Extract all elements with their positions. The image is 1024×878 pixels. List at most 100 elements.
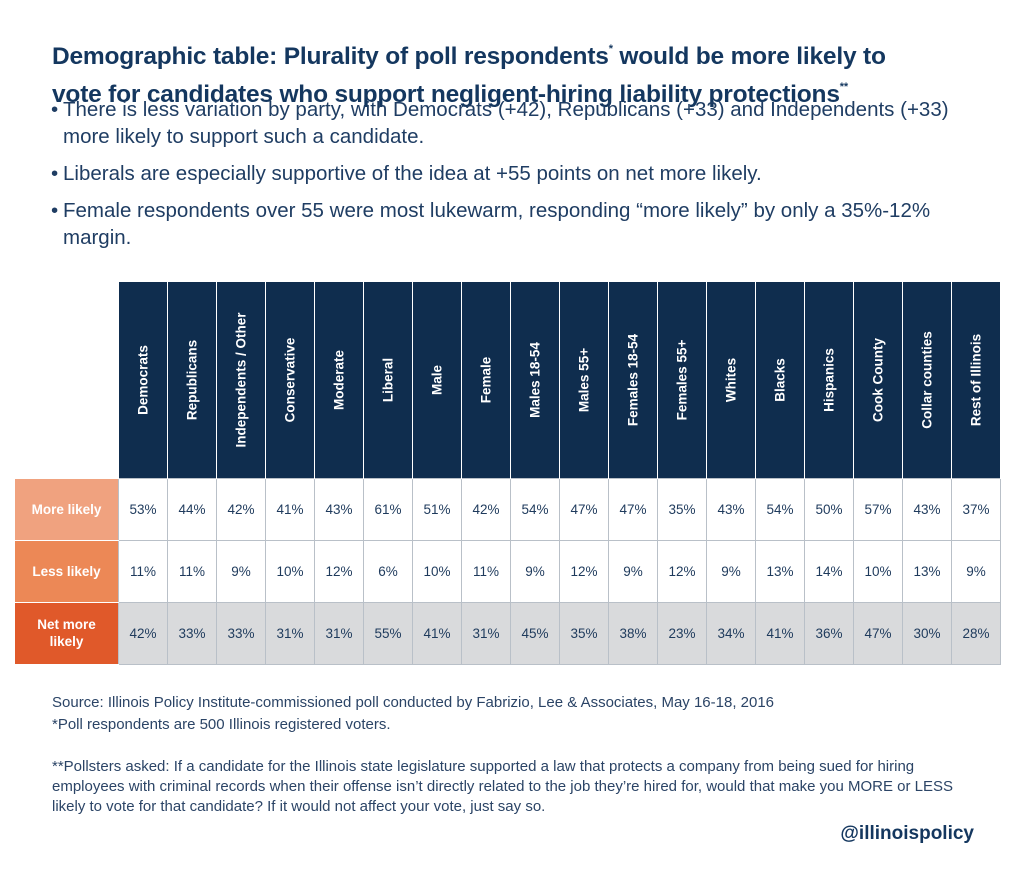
demographic-table: Democrats Republicans Independents / Other…: [15, 282, 1001, 665]
table-cell: 9%: [608, 539, 658, 603]
row-label: Net more likely: [15, 602, 119, 665]
title-footnote-marker-2: **: [839, 81, 848, 93]
table-cell: 53%: [118, 478, 168, 541]
table-cell: 38%: [608, 601, 658, 665]
column-header: Independents / Other: [216, 282, 266, 479]
column-header: Males 55+: [559, 282, 609, 479]
table-cell: 41%: [265, 478, 315, 541]
table-cell: 9%: [216, 539, 266, 603]
row-more-likely: More likely 53% 44% 42% 41% 43% 61% 51% 42% 54% 47…: [15, 478, 1001, 541]
table-cell: 11%: [461, 539, 511, 603]
table-cell: 9%: [706, 539, 756, 603]
table-cell: 31%: [314, 601, 364, 665]
table-cell: 43%: [314, 478, 364, 541]
table-cell: 57%: [853, 478, 903, 541]
column-header-label: Moderate: [331, 349, 347, 411]
table-cell: 54%: [755, 478, 805, 541]
summary-bullets: There is less variation by party, with D…: [51, 96, 982, 261]
bullet-liberals: Liberals are especially supportive of th…: [51, 160, 982, 187]
source-text: Source: Illinois Policy Institute-commis…: [52, 694, 775, 711]
column-header-label: Blacks: [772, 358, 788, 402]
column-header: Females 55+: [657, 282, 707, 479]
column-header: Female: [461, 282, 511, 479]
column-header-row: Democrats Republicans Independents / Other…: [15, 282, 1001, 479]
table-cell: 36%: [804, 601, 854, 665]
column-header-label: Cook County: [870, 338, 886, 422]
footnote-respondents: *Poll respondents are 500 Illinois regis…: [52, 716, 391, 733]
column-header: Collar counties: [902, 282, 952, 479]
table-cell: 43%: [902, 478, 952, 541]
column-header-label: Male: [429, 364, 445, 396]
column-header: Hispanics: [804, 282, 854, 479]
table-cell: 35%: [657, 478, 707, 541]
table-cell: 37%: [951, 478, 1001, 541]
column-header: Rest of Illinois: [951, 282, 1001, 479]
table-cell: 12%: [559, 539, 609, 603]
table-cell: 54%: [510, 478, 560, 541]
row-label: Less likely: [15, 540, 119, 603]
table-cell: 31%: [461, 601, 511, 665]
table-cell: 35%: [559, 601, 609, 665]
column-header-label: Independents / Other: [233, 312, 249, 448]
table-cell: 10%: [265, 539, 315, 603]
column-header: Republicans: [167, 282, 217, 479]
column-header-label: Rest of Illinois: [968, 333, 984, 427]
column-header: Females 18-54: [608, 282, 658, 479]
title-line-1-tail: would be more likely to: [612, 43, 886, 70]
table-cell: 30%: [902, 601, 952, 665]
column-header-label: Conservative: [282, 337, 298, 423]
column-header-label: Males 18-54: [527, 342, 543, 418]
column-header: Democrats: [118, 282, 168, 479]
table-cell: 33%: [216, 601, 266, 665]
column-header: Moderate: [314, 282, 364, 479]
row-net-more-likely: Net more likely 42% 33% 33% 31% 31% 55% 41% 31% 45…: [15, 601, 1001, 665]
table-cell: 10%: [412, 539, 462, 603]
table-cell: 13%: [755, 539, 805, 603]
table-cell: 11%: [118, 539, 168, 603]
footnote-question: **Pollsters asked: If a candidate for th…: [52, 758, 953, 815]
column-header: Males 18-54: [510, 282, 560, 479]
table-cell: 10%: [853, 539, 903, 603]
table-cell: 31%: [265, 601, 315, 665]
table-cell: 34%: [706, 601, 756, 665]
table-cell: 23%: [657, 601, 707, 665]
bullet-party: There is less variation by party, with D…: [51, 96, 982, 150]
table-cell: 14%: [804, 539, 854, 603]
bullet-female-55: Female respondents over 55 were most luk…: [51, 197, 982, 251]
table-cell: 47%: [608, 478, 658, 541]
title-footnote-marker: *: [608, 43, 613, 55]
row-less-likely: Less likely 11% 11% 9% 10% 12% 6% 10% 11% 9% 12% 9%…: [15, 539, 1001, 603]
table-cell: 41%: [755, 601, 805, 665]
table-cell: 47%: [559, 478, 609, 541]
column-header-label: Democrats: [135, 345, 151, 415]
source-block: Source: Illinois Policy Institute-commis…: [52, 692, 774, 736]
table-corner: [15, 282, 119, 479]
table-cell: 55%: [363, 601, 413, 665]
column-header-label: Females 55+: [674, 339, 690, 421]
table-cell: 51%: [412, 478, 462, 541]
column-header: Conservative: [265, 282, 315, 479]
title-line-1: Demographic table: Plurality of poll res…: [52, 43, 609, 70]
table-cell: 42%: [216, 478, 266, 541]
table-cell: 43%: [706, 478, 756, 541]
table-cell: 45%: [510, 601, 560, 665]
column-header: Liberal: [363, 282, 413, 479]
table-cell: 6%: [363, 539, 413, 603]
table-cell: 33%: [167, 601, 217, 665]
column-header: Blacks: [755, 282, 805, 479]
social-handle: @illinoispolicy: [840, 823, 974, 844]
table-cell: 50%: [804, 478, 854, 541]
column-header: Male: [412, 282, 462, 479]
column-header-label: Hispanics: [821, 348, 837, 412]
table-cell: 11%: [167, 539, 217, 603]
table-cell: 9%: [510, 539, 560, 603]
table-cell: 28%: [951, 601, 1001, 665]
column-header-label: Females 18-54: [625, 333, 641, 427]
chart-title: Demographic table: Plurality of poll res…: [52, 34, 992, 110]
table-cell: 61%: [363, 478, 413, 541]
table-cell: 42%: [118, 601, 168, 665]
table-cell: 12%: [314, 539, 364, 603]
table-body: More likely 53% 44% 42% 41% 43% 61% 51% 42% 54% 47…: [15, 478, 1001, 665]
table-cell: 12%: [657, 539, 707, 603]
column-header-label: Liberal: [380, 357, 396, 403]
